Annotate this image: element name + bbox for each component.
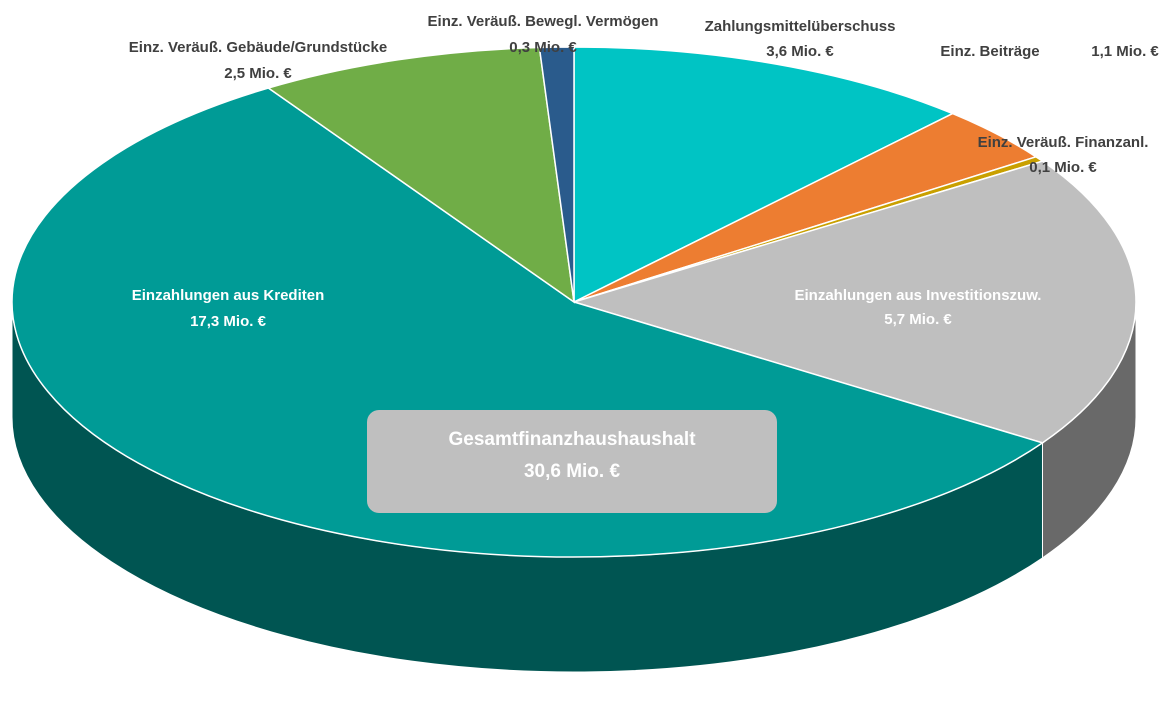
slice-value-label: 1,1 Mio. € <box>1091 43 1159 60</box>
slice-value-label: 0,1 Mio. € <box>1029 159 1097 176</box>
slice-value-label: 3,6 Mio. € <box>766 43 834 60</box>
slice-label: Einz. Veräuß. Finanzanl. <box>978 134 1149 151</box>
slice-label: Einz. Beiträge <box>940 43 1039 60</box>
slice <box>538 46 575 303</box>
slice <box>11 87 1045 558</box>
slice-label: Einzahlungen aus Investitionszuw. <box>795 287 1042 304</box>
pie-tops <box>11 46 1137 558</box>
slice-label: Einz. Veräuß. Gebäude/Grundstücke <box>129 39 387 56</box>
total-label: Gesamtfinanzhaushaushalt <box>448 429 696 450</box>
slice-value-label: 2,5 Mio. € <box>224 65 292 82</box>
slice <box>266 46 575 304</box>
slice-label: Einz. Veräuß. Bewegl. Vermögen <box>428 13 659 30</box>
total-value: 30,6 Mio. € <box>524 461 621 482</box>
labels: Zahlungsmittelüberschuss 3,6 Mio. € Einz. … <box>129 13 1160 330</box>
slice <box>573 46 955 304</box>
slice-value-label: 5,7 Mio. € <box>884 311 952 328</box>
slice-label: Einzahlungen aus Krediten <box>132 287 325 304</box>
total-box <box>367 410 777 513</box>
slice-label: Zahlungsmittelüberschuss <box>705 18 896 35</box>
slice-value-label: 17,3 Mio. € <box>190 313 267 330</box>
slice <box>571 160 1137 444</box>
slice-value-label: 0,3 Mio. € <box>509 39 577 56</box>
